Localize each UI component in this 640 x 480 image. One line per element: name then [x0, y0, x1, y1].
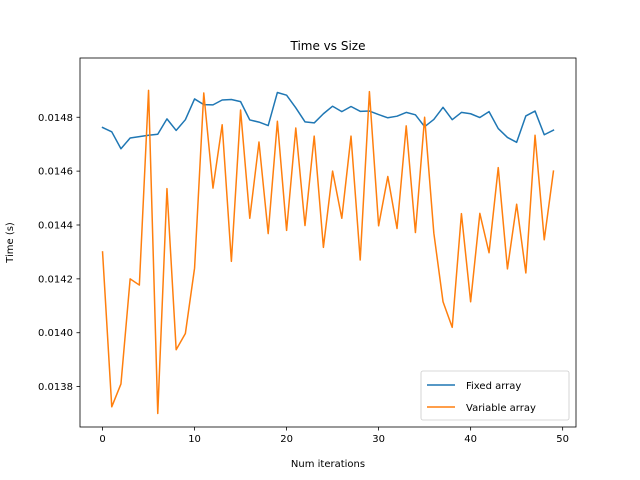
y-axis-label: Time (s): [5, 222, 16, 264]
y-axis: 0.0138 0.0140 0.0142 0.0144 0.0146 0.0148: [38, 113, 80, 393]
y-tick-label: 0.0140: [38, 328, 73, 339]
chart-title: Time vs Size: [290, 39, 366, 53]
y-tick-label: 0.0142: [38, 274, 73, 285]
x-tick-label: 40: [464, 434, 477, 445]
x-tick-label: 50: [556, 434, 569, 445]
x-tick-label: 0: [99, 434, 105, 445]
series-line-fixed-array: [101, 91, 555, 150]
series-line-variable-array: [101, 89, 555, 415]
legend-box: [420, 370, 570, 421]
x-tick-label: 10: [188, 434, 201, 445]
x-tick-label: 30: [372, 434, 385, 445]
x-axis: 0 10 20 30 40 50: [99, 427, 569, 445]
plot-frame: [79, 57, 577, 428]
y-tick-label: 0.0146: [38, 167, 73, 178]
y-tick-label: 0.0148: [38, 113, 73, 124]
x-axis-label: Num iterations: [291, 459, 365, 470]
legend-label-fixed-array: Fixed array: [466, 381, 521, 392]
y-tick-label: 0.0138: [38, 382, 73, 393]
legend-label-variable-array: Variable array: [466, 403, 536, 414]
y-tick-label: 0.0144: [38, 220, 73, 231]
x-tick-label: 20: [280, 434, 293, 445]
legend: Fixed array Variable array: [420, 370, 570, 421]
series-layer: [101, 89, 555, 415]
